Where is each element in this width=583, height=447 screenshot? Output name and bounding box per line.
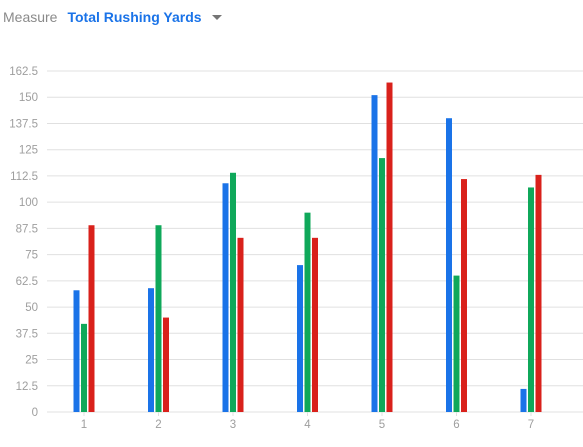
x-tick-label: 1 (81, 419, 87, 431)
x-tick-label: 6 (453, 419, 459, 431)
bar-cat-7-series-3[interactable] (535, 174, 542, 412)
y-tick-label: 0 (32, 407, 38, 419)
x-tick-label: 2 (155, 419, 161, 431)
bar-cat-1-series-3[interactable] (88, 225, 95, 412)
measure-label: Measure (3, 9, 58, 25)
bar-cat-3-series-2[interactable] (230, 172, 236, 412)
bar-cat-3-series-1[interactable] (222, 183, 229, 412)
bar-cat-3-series-3[interactable] (237, 237, 244, 412)
selected-measure: Total Rushing Yards (67, 9, 202, 25)
bar-cat-4-series-1[interactable] (297, 265, 303, 412)
caret-down-icon (211, 15, 222, 20)
y-tick-label: 12.5 (16, 381, 38, 393)
y-tick-label: 50 (25, 302, 38, 314)
y-tick-label: 75 (25, 250, 38, 262)
bar-cat-5-series-3[interactable] (386, 82, 393, 413)
bar-cat-1-series-1[interactable] (73, 290, 80, 412)
measure-dropdown[interactable]: Total Rushing Yards (67, 9, 222, 25)
bar-cat-2-series-3[interactable] (163, 317, 169, 412)
x-tick-label: 7 (528, 419, 534, 431)
bar-cat-1-series-2[interactable] (81, 323, 87, 412)
bar-cat-7-series-1[interactable] (520, 388, 527, 412)
bar-cat-6-series-3[interactable] (461, 179, 467, 412)
y-tick-label: 150 (19, 92, 38, 104)
y-tick-label: 37.5 (16, 328, 38, 340)
x-axis-ticks: 1 2 3 4 5 6 7 (81, 412, 534, 431)
y-tick-label: 125 (19, 145, 38, 157)
y-tick-label: 62.5 (16, 276, 38, 288)
bar-cat-2-series-1[interactable] (148, 288, 154, 412)
bar-cat-5-series-1[interactable] (371, 95, 378, 412)
y-tick-label: 25 (25, 355, 38, 367)
y-axis-ticks: 0 12.5 25 37.5 50 62.5 75 87.5 100 112.5 125 137.5 1… (9, 66, 38, 419)
bar-cat-7-series-2[interactable] (528, 187, 534, 412)
y-tick-label: 100 (19, 197, 38, 209)
measure-selector-bar: Measure Total Rushing Yards (3, 7, 222, 27)
bar-cat-6-series-2[interactable] (453, 275, 460, 412)
x-tick-label: 5 (379, 419, 385, 431)
y-tick-label: 137.5 (9, 118, 38, 130)
bar-cat-6-series-1[interactable] (446, 118, 452, 412)
bar-cat-5-series-2[interactable] (379, 158, 385, 412)
bar-cat-2-series-2[interactable] (155, 225, 162, 412)
bar-cat-4-series-3[interactable] (312, 237, 318, 412)
bar-cat-4-series-2[interactable] (304, 212, 311, 412)
bars (73, 82, 542, 413)
y-tick-label: 112.5 (10, 171, 38, 183)
y-tick-label: 162.5 (9, 66, 38, 78)
x-tick-label: 3 (230, 419, 236, 431)
x-tick-label: 4 (304, 419, 311, 431)
y-tick-label: 87.5 (16, 223, 38, 235)
